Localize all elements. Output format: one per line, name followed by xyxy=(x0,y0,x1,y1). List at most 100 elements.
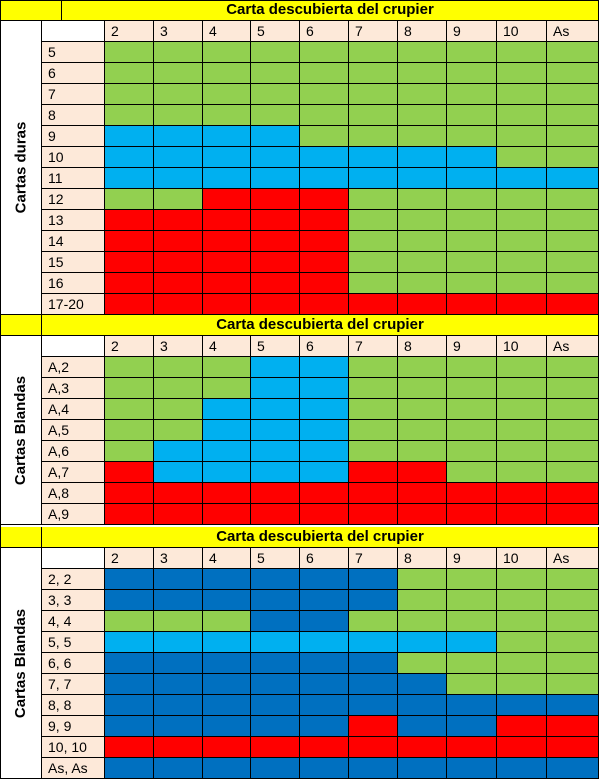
strategy-cell xyxy=(203,168,251,189)
strategy-cell xyxy=(203,674,251,695)
side-label: Cartas duras xyxy=(1,21,42,315)
strategy-cell xyxy=(349,716,398,737)
strategy-cell xyxy=(497,611,547,632)
strategy-cell xyxy=(398,674,447,695)
strategy-cell xyxy=(547,737,599,758)
dealer-card-header: As xyxy=(547,21,599,42)
strategy-cell xyxy=(300,126,349,147)
strategy-cell xyxy=(203,653,251,674)
dealer-card-header: 2 xyxy=(105,21,154,42)
dealer-card-header: 2 xyxy=(105,548,154,569)
strategy-cell xyxy=(497,189,547,210)
strategy-cell xyxy=(497,399,547,420)
strategy-cell xyxy=(203,441,251,462)
strategy-cell xyxy=(349,294,398,315)
strategy-cell xyxy=(154,758,203,779)
dealer-card-header: 3 xyxy=(154,548,203,569)
strategy-cell xyxy=(251,758,300,779)
strategy-cell xyxy=(203,231,251,252)
strategy-cell xyxy=(300,737,349,758)
strategy-cell xyxy=(251,357,300,378)
strategy-cell xyxy=(398,737,447,758)
strategy-cell xyxy=(447,42,497,63)
strategy-cell xyxy=(547,462,599,483)
strategy-cell xyxy=(154,695,203,716)
strategy-cell xyxy=(398,695,447,716)
row-label: 15 xyxy=(42,252,105,273)
strategy-cell xyxy=(300,294,349,315)
strategy-cell xyxy=(447,462,497,483)
dealer-card-header: 10 xyxy=(497,21,547,42)
side-label: Cartas Blandas xyxy=(1,548,42,779)
strategy-cell xyxy=(300,273,349,294)
strategy-cell xyxy=(154,590,203,611)
strategy-cell xyxy=(105,758,154,779)
strategy-cell xyxy=(203,737,251,758)
strategy-cell xyxy=(251,483,300,504)
strategy-cell xyxy=(547,483,599,504)
strategy-cell xyxy=(203,63,251,84)
strategy-cell xyxy=(497,294,547,315)
row-label: A,9 xyxy=(42,504,105,525)
strategy-cell xyxy=(154,716,203,737)
strategy-cell xyxy=(447,504,497,525)
strategy-cell xyxy=(251,716,300,737)
strategy-cell xyxy=(105,483,154,504)
strategy-cell xyxy=(349,504,398,525)
strategy-cell xyxy=(447,737,497,758)
strategy-cell xyxy=(105,611,154,632)
strategy-cell xyxy=(547,441,599,462)
row-label: 10 xyxy=(42,147,105,168)
strategy-cell xyxy=(547,294,599,315)
strategy-cell xyxy=(300,231,349,252)
strategy-cell xyxy=(349,632,398,653)
strategy-cell xyxy=(154,483,203,504)
dealer-card-header: 10 xyxy=(497,336,547,357)
strategy-cell xyxy=(398,273,447,294)
strategy-cell xyxy=(300,84,349,105)
header-corner-cell xyxy=(42,548,105,569)
frame-left xyxy=(0,0,1,779)
strategy-cell xyxy=(497,569,547,590)
strategy-cell xyxy=(251,147,300,168)
strategy-cell xyxy=(497,105,547,126)
strategy-cell xyxy=(398,294,447,315)
row-label: 2, 2 xyxy=(42,569,105,590)
strategy-cell xyxy=(203,420,251,441)
strategy-cell xyxy=(154,737,203,758)
strategy-cell xyxy=(447,168,497,189)
strategy-cell xyxy=(300,147,349,168)
strategy-cell xyxy=(154,168,203,189)
title-corner-cell xyxy=(1,527,42,548)
strategy-cell xyxy=(447,252,497,273)
strategy-cell xyxy=(105,126,154,147)
strategy-cell xyxy=(105,399,154,420)
strategy-cell xyxy=(251,84,300,105)
strategy-cell xyxy=(154,273,203,294)
strategy-cell xyxy=(300,42,349,63)
strategy-cell xyxy=(547,126,599,147)
strategy-cell xyxy=(398,462,447,483)
strategy-cell xyxy=(105,716,154,737)
strategy-cell xyxy=(547,42,599,63)
strategy-cell xyxy=(203,716,251,737)
strategy-cell xyxy=(251,126,300,147)
strategy-cell xyxy=(349,252,398,273)
strategy-cell xyxy=(105,189,154,210)
strategy-cell xyxy=(547,210,599,231)
strategy-cell xyxy=(251,378,300,399)
strategy-cell xyxy=(349,357,398,378)
strategy-cell xyxy=(105,84,154,105)
strategy-cell xyxy=(105,105,154,126)
strategy-cell xyxy=(251,168,300,189)
strategy-cell xyxy=(105,273,154,294)
strategy-cell xyxy=(398,210,447,231)
strategy-cell xyxy=(447,105,497,126)
strategy-cell xyxy=(398,231,447,252)
strategy-cell xyxy=(547,420,599,441)
strategy-cell xyxy=(349,231,398,252)
strategy-cell xyxy=(547,105,599,126)
strategy-cell xyxy=(349,210,398,231)
dealer-card-header: 7 xyxy=(349,548,398,569)
